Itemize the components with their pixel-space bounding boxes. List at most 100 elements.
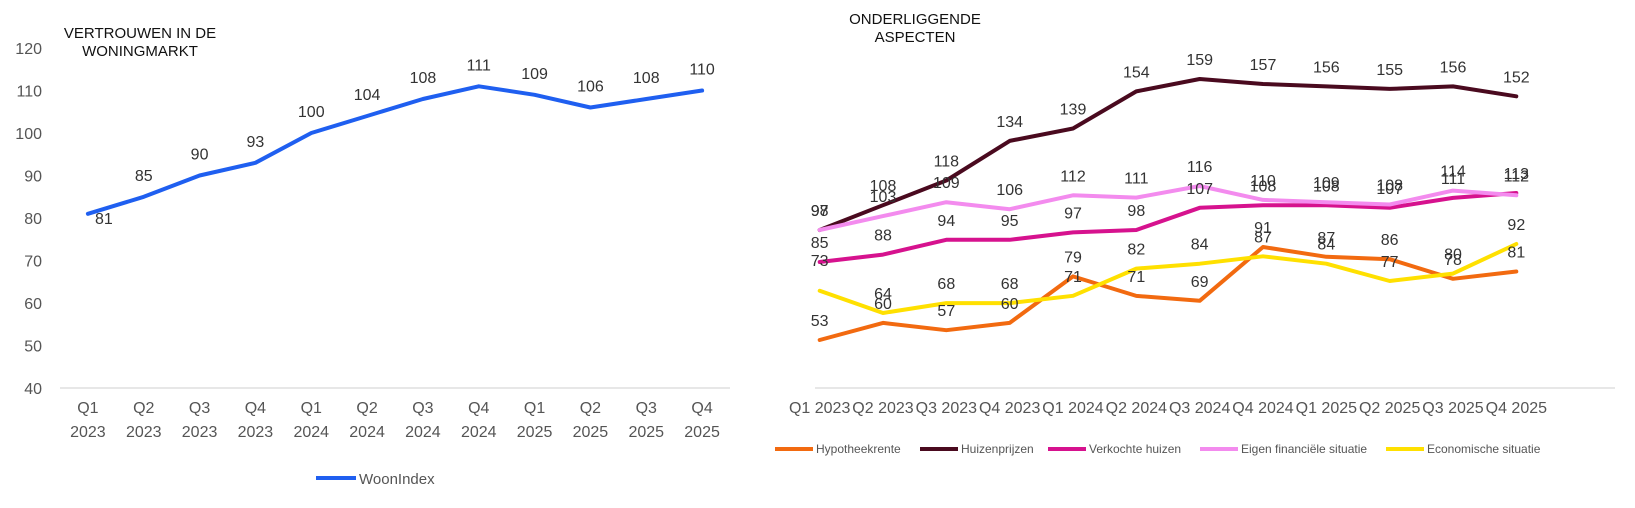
data-label-huizenprijzen: 108 — [870, 178, 897, 195]
series-line-hypotheekrente — [817, 245, 1519, 342]
data-label-huizenprijzen: 152 — [1503, 69, 1530, 86]
data-label-verkochte-huizen: 98 — [1127, 203, 1145, 220]
left-chart-title-line-1: VERTROUWEN IN DE — [64, 25, 216, 42]
data-label-economische-situatie: 82 — [1127, 242, 1145, 259]
left-y-tick-label: 100 — [15, 126, 42, 143]
series-line-verkochte-huizen — [817, 191, 1519, 264]
left-y-tick-label: 110 — [16, 84, 42, 101]
woonindex-chart: VERTROUWEN IN DE WONINGMARKT 40 50 60 70 80 9… — [15, 25, 730, 488]
legend-label-woonindex: WoonIndex — [359, 471, 435, 488]
left-chart-title-line-2: WONINGMARKT — [82, 43, 198, 60]
data-label-eigen-financi-le-situatie: 112 — [1060, 168, 1086, 185]
data-label-eigen-financi-le-situatie: 114 — [1440, 164, 1466, 181]
data-label-economische-situatie: 71 — [1064, 269, 1082, 286]
right-x-tick-label: Q4 2024 — [1232, 400, 1293, 417]
left-series-lines — [85, 84, 705, 216]
left-x-tick-quarter: Q3 — [189, 400, 210, 417]
right-x-tick-label: Q3 2025 — [1422, 400, 1483, 417]
left-x-tick-year: 2024 — [405, 424, 441, 441]
data-label-eigen-financi-le-situatie: 112 — [1504, 168, 1530, 185]
data-label-hypotheekrente: 87 — [1317, 230, 1335, 247]
left-x-axis: Q1 2023 Q2 2023 Q3 2023 Q4 2023 Q1 2024 Q2 2024 Q3 20… — [70, 400, 720, 441]
data-label-huizenprijzen: 154 — [1123, 64, 1150, 81]
left-y-tick-label: 120 — [15, 41, 42, 58]
data-label-verkochte-huizen: 88 — [874, 228, 892, 245]
data-label-verkochte-huizen: 85 — [811, 235, 829, 252]
left-x-tick-quarter: Q1 — [77, 400, 98, 417]
left-y-tick-label: 80 — [24, 211, 42, 228]
legend-label: Economische situatie — [1427, 442, 1541, 456]
right-chart-title-line-1: ONDERLIGGENDE — [849, 11, 981, 28]
series-line-huizenprijzen — [817, 77, 1519, 232]
left-legend: WoonIndex — [316, 471, 435, 488]
data-label-economische-situatie: 84 — [1191, 237, 1209, 254]
data-label-hypotheekrente: 79 — [1064, 249, 1082, 266]
data-label-hypotheekrente: 60 — [1001, 296, 1019, 313]
data-label-huizenprijzen: 156 — [1440, 59, 1467, 76]
right-x-axis: Q1 2023 Q2 2023 Q3 2023 Q4 2023 Q1 2024 Q2 20… — [789, 400, 1547, 417]
right-x-tick-label: Q2 2024 — [1106, 400, 1167, 417]
data-label-hypotheekrente: 86 — [1381, 232, 1399, 249]
data-label-verkochte-huizen: 95 — [1001, 213, 1019, 230]
onderliggende-aspecten-chart: ONDERLIGGENDE ASPECTEN Q1 2023 Q2 2023 Q3 … — [775, 11, 1615, 456]
left-y-axis: 40 50 60 70 80 90 100 110 120 — [15, 41, 42, 398]
data-label-economische-situatie: 92 — [1507, 217, 1525, 234]
left-data-labels: 81 85 90 93 100 104 108 111 109 106 108 110 — [95, 57, 715, 228]
data-label-eigen-financi-le-situatie: 111 — [1124, 171, 1148, 188]
left-x-tick-year: 2024 — [293, 424, 329, 441]
woonindex-data-label: 111 — [467, 57, 491, 74]
right-x-tick-label: Q4 2023 — [979, 400, 1040, 417]
right-series-lines — [817, 77, 1519, 342]
right-x-tick-label: Q2 2025 — [1359, 400, 1420, 417]
data-label-verkochte-huizen: 107 — [1376, 181, 1403, 198]
left-y-tick-label: 60 — [24, 296, 42, 313]
data-label-eigen-financi-le-situatie: 103 — [870, 189, 897, 206]
right-x-tick-label: Q1 2025 — [1296, 400, 1357, 417]
legend-label: Hypotheekrente — [816, 442, 901, 456]
right-x-tick-label: Q3 2024 — [1169, 400, 1230, 417]
data-label-huizenprijzen: 134 — [996, 114, 1023, 131]
data-label-verkochte-huizen: 108 — [1250, 178, 1277, 195]
right-x-tick-label: Q2 2023 — [852, 400, 913, 417]
data-label-hypotheekrente: 60 — [874, 296, 892, 313]
data-label-eigen-financi-le-situatie: 106 — [996, 182, 1023, 199]
data-label-hypotheekrente: 81 — [1507, 244, 1525, 261]
left-y-tick-label: 40 — [24, 381, 42, 398]
legend-label: Eigen financiële situatie — [1241, 442, 1367, 456]
data-label-economische-situatie: 64 — [874, 286, 892, 303]
data-label-eigen-financi-le-situatie: 116 — [1187, 159, 1213, 176]
data-label-hypotheekrente: 78 — [1444, 252, 1462, 269]
data-label-economische-situatie: 77 — [1381, 254, 1399, 271]
data-label-huizenprijzen: 157 — [1250, 57, 1277, 74]
legend-label: Huizenprijzen — [961, 442, 1034, 456]
data-label-economische-situatie: 68 — [937, 276, 955, 293]
data-label-eigen-financi-le-situatie: 97 — [811, 203, 829, 220]
right-chart-title-line-2: ASPECTEN — [875, 29, 956, 46]
data-label-economische-situatie: 73 — [811, 253, 829, 270]
left-x-tick-year: 2025 — [628, 424, 664, 441]
woonindex-data-label: 108 — [410, 70, 437, 87]
data-label-huizenprijzen: 98 — [811, 203, 829, 220]
data-label-hypotheekrente: 53 — [811, 313, 829, 330]
left-x-tick-year: 2025 — [573, 424, 609, 441]
data-label-hypotheekrente: 69 — [1191, 274, 1209, 291]
left-x-tick-year: 2023 — [182, 424, 218, 441]
woonindex-data-label: 104 — [354, 87, 381, 104]
left-x-tick-quarter: Q4 — [245, 400, 266, 417]
data-label-verkochte-huizen: 108 — [1313, 178, 1340, 195]
left-x-tick-year: 2023 — [126, 424, 162, 441]
data-label-eigen-financi-le-situatie: 109 — [1313, 175, 1340, 192]
series-line-economische-situatie — [817, 242, 1519, 315]
left-x-tick-quarter: Q4 — [691, 400, 712, 417]
left-x-tick-year: 2024 — [461, 424, 497, 441]
woonindex-data-label: 93 — [247, 134, 265, 151]
data-label-eigen-financi-le-situatie: 108 — [1376, 178, 1403, 195]
data-label-verkochte-huizen: 97 — [1064, 205, 1082, 222]
left-x-tick-quarter: Q1 — [301, 400, 322, 417]
woonindex-data-label: 110 — [689, 62, 715, 79]
right-x-tick-label: Q1 2023 — [789, 400, 850, 417]
left-x-tick-quarter: Q2 — [580, 400, 601, 417]
left-x-tick-year: 2023 — [70, 424, 106, 441]
